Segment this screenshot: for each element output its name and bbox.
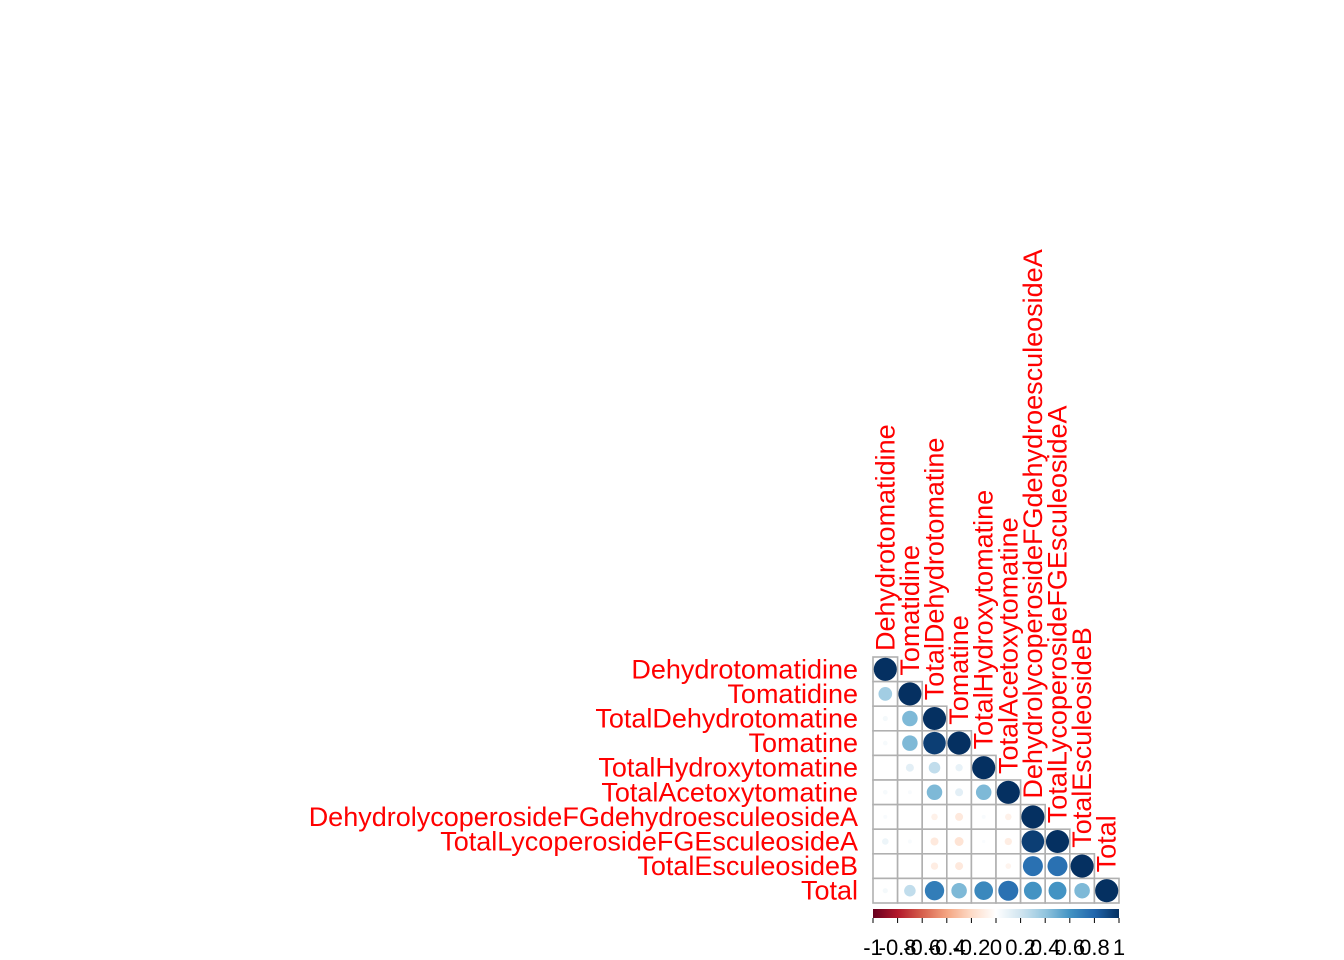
colorbar-tick-label: 0.8 (1079, 935, 1110, 960)
column-label: TotalLycoperosideFGEsculeosideA (1043, 405, 1073, 823)
row-label: TotalLycoperosideFGEsculeosideA (440, 827, 858, 857)
colorbar-tick-label: -0.2 (952, 935, 990, 960)
grid-cell (896, 803, 923, 830)
correlation-circle (923, 731, 946, 755)
correlation-circle (955, 812, 964, 821)
correlation-circle (955, 764, 963, 772)
column-label: TotalDehydrotomatine (920, 438, 950, 701)
correlation-circle (907, 839, 912, 844)
row-labels: DehydrotomatidineTomatidineTotalDehydrot… (309, 654, 858, 905)
correlation-circle (902, 710, 918, 727)
correlation-circle (1047, 856, 1068, 877)
correlation-circle (930, 862, 939, 870)
colorbar-tick-label: -0.6 (903, 935, 941, 960)
correlation-circle (928, 761, 941, 774)
correlation-circle (1021, 805, 1045, 829)
correlation-circle (905, 763, 914, 772)
row-label: TotalDehydrotomatine (595, 704, 858, 734)
correlation-circle (954, 837, 964, 846)
row-label: TotalAcetoxytomatine (601, 777, 858, 807)
colorbar-tick-label: -1 (863, 935, 883, 960)
grid-cell (896, 852, 923, 880)
correlation-circle (1070, 854, 1094, 878)
correlation-circle (1023, 881, 1042, 900)
correlation-circle (996, 780, 1020, 804)
correlation-circle (947, 731, 971, 755)
colorbar-tick-label: 1 (1113, 935, 1125, 960)
correlation-circle (1095, 879, 1119, 903)
correlation-circle (982, 839, 986, 844)
correlation-circle (1048, 881, 1067, 900)
colorbar-tick-label: 0.2 (1005, 935, 1036, 960)
correlation-circle (1005, 813, 1012, 821)
correlation-circle (1022, 856, 1043, 877)
correlation-circle (902, 735, 918, 751)
correlation-circle (878, 687, 893, 701)
correlation-circle (922, 706, 947, 731)
row-label: Tomatine (748, 728, 858, 758)
grid-cell (872, 852, 899, 880)
column-label: TotalAcetoxytomatine (993, 517, 1023, 774)
column-label: Tomatidine (895, 545, 925, 676)
correlation-circle (904, 884, 916, 897)
correlation-circle (972, 756, 996, 780)
correlation-circle (1004, 837, 1012, 846)
correlation-circle (898, 682, 922, 706)
colorbar-tick-label: -0.4 (928, 935, 966, 960)
colorbar-tick-label: 0.4 (1030, 935, 1061, 960)
grid-cell (896, 729, 923, 757)
column-label: Dehydrotomatidine (870, 424, 900, 651)
correlation-circle (926, 784, 943, 801)
correlation-circle (883, 814, 888, 819)
row-label: DehydrolycoperosideFGdehydroesculeosideA (309, 802, 858, 832)
correlation-circle (882, 715, 888, 722)
column-label: DehydrolycoperosideFGdehydroesculeosideA (1018, 249, 1048, 798)
correlation-circle (975, 784, 992, 801)
grid-cell (970, 852, 997, 880)
correlation-circle (930, 837, 939, 846)
row-label: Tomatidine (727, 679, 858, 709)
correlation-circles (873, 657, 1119, 903)
column-label: TotalHydroxytomatine (969, 490, 999, 750)
row-label: TotalEsculeosideB (637, 851, 858, 881)
correlation-circle (951, 882, 967, 899)
row-label: TotalHydroxytomatine (598, 753, 858, 783)
grid-cell (872, 754, 899, 781)
colorbar-tick-label: 0 (990, 935, 1002, 960)
correlation-circle (907, 790, 912, 795)
correlation-circle (931, 813, 938, 821)
column-labels: DehydrotomatidineTomatidineTotalDehydrot… (870, 249, 1121, 872)
correlation-circle (998, 880, 1019, 901)
correlation-circle (882, 838, 889, 845)
correlation-circle (873, 657, 897, 681)
column-label: TotalEsculeosideB (1067, 627, 1097, 848)
correlation-circle (1021, 830, 1045, 853)
color-legend: -1-0.8-0.6-0.4-0.2 0 0.20.40.60.8 1 (863, 909, 1125, 960)
correlation-circle (1074, 882, 1090, 899)
row-label: Dehydrotomatidine (631, 654, 858, 684)
correlation-circle (981, 814, 986, 819)
row-label: Total (801, 876, 858, 906)
correlation-circle (882, 888, 888, 894)
correlation-circle (955, 862, 964, 871)
colorbar-tick-label: 0.6 (1055, 935, 1086, 960)
correlation-circle (1045, 829, 1070, 854)
correlation-circle (955, 788, 964, 797)
correlation-circle (882, 789, 888, 795)
column-label: Tomatine (944, 615, 974, 725)
correlation-circle (1005, 863, 1012, 869)
colorbar-gradient (873, 909, 1119, 918)
correlation-circle (882, 740, 888, 746)
correlation-circle (924, 881, 945, 901)
correlation-circle (974, 881, 994, 901)
column-label: Total (1092, 815, 1122, 872)
colorbar-tick-label: -0.8 (879, 935, 917, 960)
